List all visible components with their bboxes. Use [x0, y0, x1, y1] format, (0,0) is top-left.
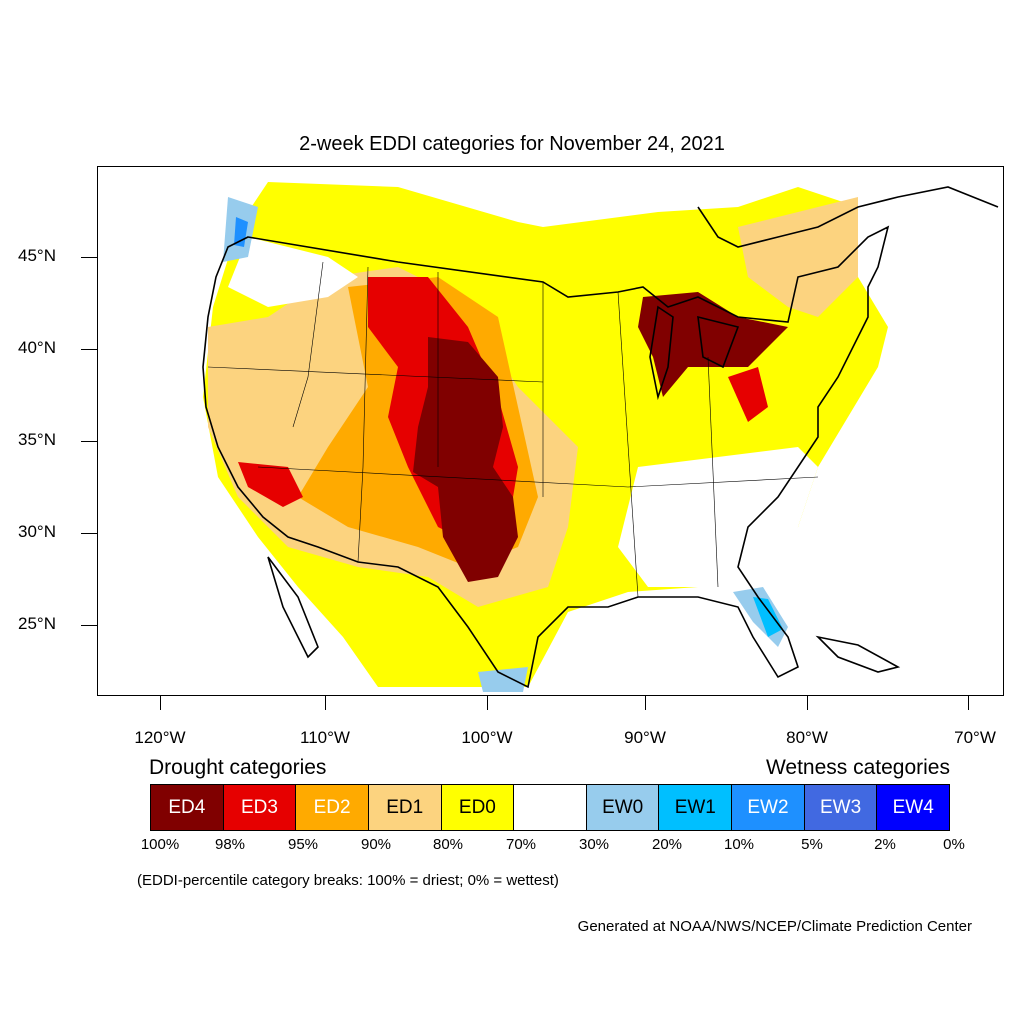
- legend-box-ew2: EW2: [732, 785, 805, 830]
- credit-line: Generated at NOAA/NWS/NCEP/Climate Predi…: [577, 918, 972, 935]
- great-lake-michigan: [649, 305, 674, 401]
- legend-box-ew4: EW4: [877, 785, 950, 830]
- ed3-region-ca: [238, 462, 303, 507]
- lon-tick: [968, 696, 969, 710]
- category-note: (EDDI-percentile category breaks: 100% =…: [137, 872, 559, 889]
- canada-coast: [697, 186, 999, 248]
- neutral-region-east: [618, 447, 818, 587]
- break-label: 10%: [723, 836, 755, 853]
- break-label: 98%: [214, 836, 246, 853]
- break-label: 100%: [140, 836, 180, 853]
- lat-label-30n: 30°N: [18, 522, 56, 541]
- lat-label-25n: 25°N: [18, 614, 56, 633]
- ed4-region: [413, 337, 518, 582]
- break-label: 20%: [651, 836, 683, 853]
- break-label: 2%: [874, 836, 896, 853]
- state-line: [707, 356, 719, 588]
- lat-tick: [81, 625, 97, 626]
- lat-tick: [81, 349, 97, 350]
- map-canvas: [202, 182, 999, 692]
- lon-tick: [160, 696, 161, 710]
- neutral-region-nw: [228, 237, 358, 307]
- lat-label-45n: 45°N: [18, 246, 56, 265]
- state-line: [292, 261, 324, 428]
- cuba-outline: [815, 635, 901, 673]
- lat-label-40n: 40°N: [18, 338, 56, 357]
- lat-tick: [81, 533, 97, 534]
- map-frame: [97, 166, 1004, 696]
- legend-box-ew1: EW1: [659, 785, 733, 830]
- us-outline: [202, 225, 890, 689]
- great-lake-huron: [697, 315, 740, 369]
- lon-label-70w: 70°W: [954, 728, 996, 747]
- legend-box-ed2: ED2: [296, 785, 369, 830]
- category-shading: [203, 182, 888, 692]
- break-label: 80%: [432, 836, 464, 853]
- lon-label-90w: 90°W: [624, 728, 666, 747]
- lon-tick: [807, 696, 808, 710]
- drought-heading: Drought categories: [149, 756, 327, 779]
- legend-box-neutral: [514, 785, 587, 830]
- lat-tick: [81, 441, 97, 442]
- legend-box-ed4: ED4: [151, 785, 224, 830]
- break-label: 95%: [287, 836, 319, 853]
- lon-tick: [645, 696, 646, 710]
- lon-label-120w: 120°W: [134, 728, 186, 747]
- state-lines: [207, 261, 819, 598]
- ed3-region-oh: [728, 367, 768, 422]
- state-line: [257, 466, 629, 488]
- ed1-region-ne: [738, 197, 858, 317]
- mexico-baja: [267, 556, 319, 659]
- break-label: 70%: [505, 836, 537, 853]
- state-line: [627, 476, 819, 488]
- legend-colorbar: ED4 ED3 ED2 ED1 ED0 EW0 EW1 EW2 EW3 EW4: [150, 784, 950, 831]
- legend-box-ew3: EW3: [804, 785, 878, 830]
- map-title: 2-week EDDI categories for November 24, …: [299, 133, 725, 155]
- legend-box-ew0: EW0: [586, 785, 660, 830]
- lon-label-100w: 100°W: [461, 728, 513, 747]
- legend-box-ed0: ED0: [441, 785, 515, 830]
- lon-label-110w: 110°W: [300, 728, 350, 747]
- state-line: [617, 291, 639, 598]
- wetness-heading: Wetness categories: [765, 756, 950, 779]
- ew1-region-fl: [753, 597, 783, 637]
- ew0-region-gulf: [478, 667, 528, 692]
- break-label: 5%: [801, 836, 823, 853]
- state-line: [357, 266, 369, 563]
- legend-box-ed1: ED1: [368, 785, 442, 830]
- break-label: 0%: [943, 836, 965, 853]
- lon-label-80w: 80°W: [786, 728, 828, 747]
- state-line: [207, 366, 544, 383]
- boundaries: [202, 186, 999, 689]
- ed4-region-greatlakes: [638, 292, 788, 397]
- lon-tick: [487, 696, 488, 710]
- break-label: 30%: [578, 836, 610, 853]
- lat-tick: [81, 257, 97, 258]
- break-label: 90%: [360, 836, 392, 853]
- lat-label-35n: 35°N: [18, 430, 56, 449]
- legend-box-ed3: ED3: [223, 785, 297, 830]
- lon-tick: [325, 696, 326, 710]
